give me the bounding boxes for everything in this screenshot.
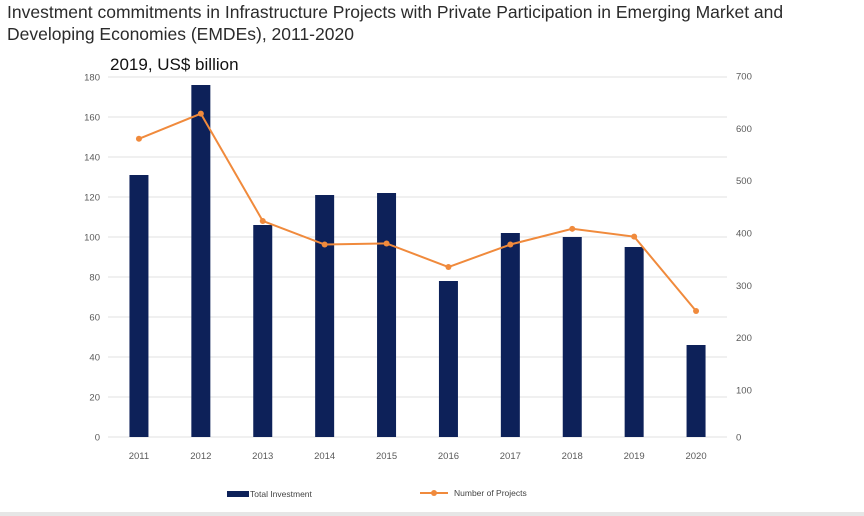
y-axis-left: 0 20 40 60 80 100 120 140 160 180 xyxy=(84,73,100,444)
line-point xyxy=(569,225,576,232)
y2-tick-label: 600 xyxy=(736,124,752,135)
line-point xyxy=(693,307,700,314)
legend-label-projects: Number of Projects xyxy=(454,488,527,498)
y2-tick-label: 400 xyxy=(736,229,752,240)
line-point xyxy=(507,241,514,248)
bar xyxy=(438,281,458,437)
y-tick-label: 80 xyxy=(89,273,100,284)
y2-tick-label: 0 xyxy=(736,433,741,444)
y-tick-label: 100 xyxy=(84,233,100,244)
y-tick-label: 120 xyxy=(84,193,100,204)
x-axis: 2011 2012 2013 2014 2015 2016 2017 2018 2019 2020 xyxy=(129,451,707,462)
bar xyxy=(562,237,582,437)
line-series xyxy=(135,110,700,314)
bar-series xyxy=(129,85,706,437)
y2-tick-label: 500 xyxy=(736,176,752,187)
bar xyxy=(624,247,644,437)
bar xyxy=(500,233,520,437)
y-tick-label: 160 xyxy=(84,113,100,124)
legend: Total Investment Number of Projects xyxy=(227,488,527,499)
x-tick-label: 2012 xyxy=(190,451,211,462)
y2-tick-label: 100 xyxy=(736,386,752,397)
legend-label-investment: Total Investment xyxy=(250,489,313,499)
x-tick-label: 2018 xyxy=(562,451,583,462)
bar xyxy=(191,85,211,437)
y-tick-label: 40 xyxy=(89,353,100,364)
bar xyxy=(686,345,706,437)
x-tick-label: 2020 xyxy=(685,451,706,462)
bottom-divider xyxy=(0,512,864,516)
y-tick-label: 140 xyxy=(84,153,100,164)
y-tick-label: 180 xyxy=(84,73,100,84)
x-tick-label: 2015 xyxy=(376,451,397,462)
projects-line xyxy=(138,112,697,312)
x-tick-label: 2013 xyxy=(252,451,273,462)
bar xyxy=(315,195,335,437)
line-point xyxy=(135,135,142,142)
bar xyxy=(253,225,273,437)
chart-subtitle: 2019, US$ billion xyxy=(110,55,239,74)
y-tick-label: 0 xyxy=(95,433,100,444)
gridlines xyxy=(108,76,727,438)
chart-title: Investment commitments in Infrastructure… xyxy=(7,2,784,44)
legend-swatch-point xyxy=(431,490,437,496)
line-point xyxy=(259,217,266,224)
x-tick-label: 2011 xyxy=(129,451,149,462)
x-tick-label: 2016 xyxy=(438,451,459,462)
x-tick-label: 2017 xyxy=(500,451,521,462)
line-point xyxy=(321,241,328,248)
x-tick-label: 2014 xyxy=(314,451,335,462)
bar xyxy=(377,193,397,437)
y-tick-label: 20 xyxy=(89,393,100,404)
line-point xyxy=(445,264,452,271)
line-point xyxy=(383,240,390,247)
y-tick-label: 60 xyxy=(89,313,100,324)
line-point xyxy=(197,110,204,117)
line-point xyxy=(631,233,638,240)
y2-tick-label: 300 xyxy=(736,281,752,292)
y-axis-right: 0 100 200 300 400 500 600 700 xyxy=(736,72,752,444)
y2-tick-label: 200 xyxy=(736,333,752,344)
legend-swatch-bar xyxy=(227,491,249,497)
bar xyxy=(129,175,149,437)
x-tick-label: 2019 xyxy=(624,451,645,462)
y2-tick-label: 700 xyxy=(736,72,752,83)
